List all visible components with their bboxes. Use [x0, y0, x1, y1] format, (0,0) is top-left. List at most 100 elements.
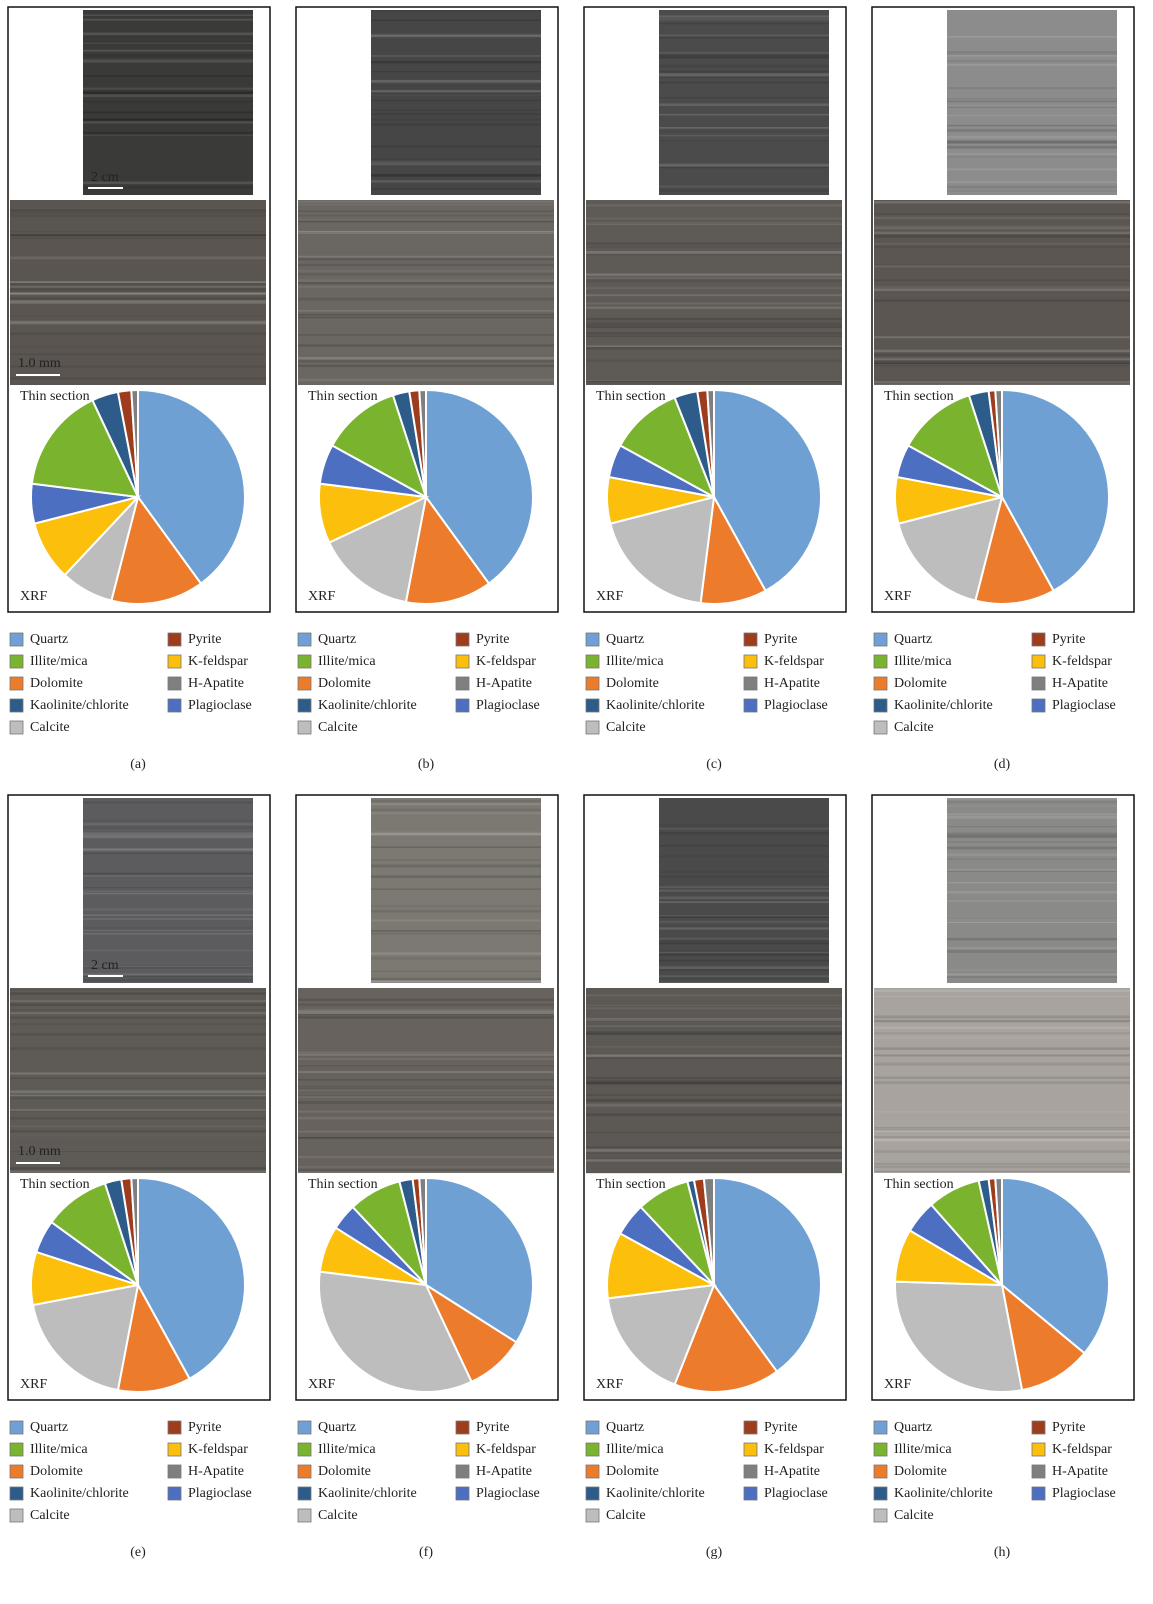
legend-swatch [1032, 699, 1045, 712]
photo-texture [10, 1078, 266, 1079]
photo-texture [83, 980, 253, 982]
photo-texture [586, 325, 842, 328]
legend-swatch [168, 699, 181, 712]
legend-swatch [298, 655, 311, 668]
legend-label: Dolomite [894, 676, 947, 691]
photo-texture [10, 346, 266, 347]
legend-swatch [586, 655, 599, 668]
photo-texture [83, 950, 253, 951]
photo-texture [371, 919, 541, 921]
photo-texture [947, 858, 1117, 860]
legend-label: Pyrite [1052, 632, 1085, 647]
photo-texture [371, 971, 541, 972]
photo-texture [659, 103, 829, 106]
photo-texture [586, 1046, 842, 1047]
photo-texture [10, 1126, 266, 1127]
photo-texture [83, 927, 253, 930]
photo-texture [371, 957, 541, 960]
photo-texture [586, 1159, 842, 1161]
photo-texture [10, 234, 266, 236]
photo-texture [659, 71, 829, 73]
photo-texture [298, 1018, 554, 1019]
photo-texture [10, 315, 266, 316]
legend-label: H-Apatite [764, 676, 820, 691]
photo-texture [83, 853, 253, 854]
photo-texture [371, 801, 541, 802]
photo-texture [947, 975, 1117, 977]
photo-texture [371, 930, 541, 932]
legend-label: Calcite [894, 720, 934, 735]
photo-texture [947, 64, 1117, 66]
figure: 2 cm1.0 mmThin sectionXRFQuartzDolomiteC… [0, 0, 1153, 1604]
photo-texture [298, 334, 554, 336]
legend-label: Illite/mica [30, 654, 88, 669]
legend-swatch [456, 633, 469, 646]
photo-texture [947, 190, 1117, 191]
photo-texture [298, 360, 554, 362]
photo-texture [371, 35, 541, 37]
photo-texture [298, 1096, 554, 1097]
thin-section-label: Thin section [308, 389, 378, 404]
photo-texture [83, 875, 253, 876]
photo-texture [298, 999, 554, 1001]
photo-texture [586, 1153, 842, 1154]
photo-texture [298, 1088, 554, 1089]
photo-texture [659, 978, 829, 980]
photo-texture [659, 140, 829, 141]
photo-texture [586, 1005, 842, 1006]
photo-texture [659, 189, 829, 192]
photo-texture [10, 1135, 266, 1137]
photo-texture [659, 74, 829, 76]
photo-texture [874, 288, 1130, 291]
legend-label: Calcite [894, 1508, 934, 1523]
legend-swatch [1032, 1443, 1045, 1456]
photo-texture [947, 146, 1117, 149]
photo-texture [371, 977, 541, 980]
photo [947, 10, 1117, 195]
photo-texture [947, 87, 1117, 89]
photo-texture [371, 90, 541, 92]
legend-label: Plagioclase [476, 698, 540, 713]
photo-texture [298, 1079, 554, 1081]
photo-texture [298, 1004, 554, 1006]
photo-texture [298, 314, 554, 316]
photo-texture [10, 237, 266, 239]
photo-texture [298, 1166, 554, 1168]
panel-label: (c) [706, 757, 722, 772]
legend-swatch [744, 677, 757, 690]
legend-label: K-feldspar [1052, 654, 1112, 669]
legend-label: Plagioclase [764, 698, 828, 713]
photo-texture [659, 960, 829, 962]
photo-texture [83, 848, 253, 849]
legend-swatch [874, 1487, 887, 1500]
photo-texture [298, 1014, 554, 1015]
photo-texture [298, 310, 554, 311]
photo-texture [83, 833, 253, 836]
photo-texture [586, 242, 842, 245]
legend-swatch [744, 1465, 757, 1478]
photo-texture [371, 180, 541, 182]
thin-section-label: Thin section [884, 389, 954, 404]
legend-swatch [1032, 655, 1045, 668]
photo-texture [874, 989, 1130, 991]
legend-swatch [744, 1421, 757, 1434]
photo-texture [83, 827, 253, 829]
photo-texture [298, 1137, 554, 1139]
legend-swatch [874, 1421, 887, 1434]
legend-label: K-feldspar [188, 654, 248, 669]
photo-texture [10, 293, 266, 295]
photo-texture [298, 231, 554, 234]
photo-texture [83, 118, 253, 120]
photo-texture [586, 1099, 842, 1102]
photo-texture [874, 202, 1130, 204]
photo-texture [659, 828, 829, 829]
legend-swatch [874, 1465, 887, 1478]
photo-texture [371, 145, 541, 147]
panel-label: (f) [419, 1545, 433, 1560]
photo-texture [586, 360, 842, 362]
photo-texture [586, 1056, 842, 1058]
photo-texture [659, 943, 829, 945]
legend-swatch [298, 677, 311, 690]
photo [371, 10, 541, 195]
photo-texture [10, 1130, 266, 1132]
